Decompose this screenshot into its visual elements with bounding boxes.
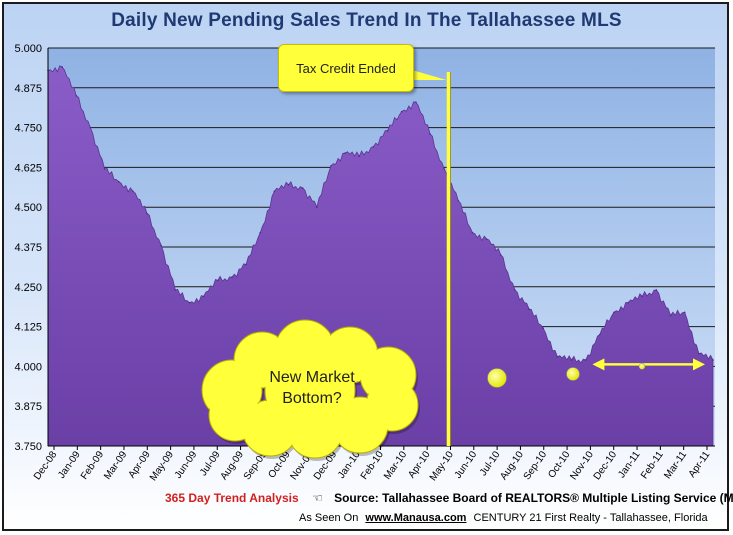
data-point	[429, 133, 431, 135]
y-tick-label: 4.750	[14, 123, 42, 135]
cloud-callout-label: New Market Bottom?	[222, 367, 402, 409]
data-point	[655, 289, 658, 291]
data-point	[386, 129, 389, 132]
data-point	[174, 289, 177, 291]
data-point	[471, 231, 474, 234]
data-point	[146, 212, 148, 215]
data-point	[231, 276, 233, 279]
trail-dot-medium	[566, 367, 580, 381]
x-tick-label: Feb-11	[639, 449, 666, 481]
tax-credit-callout: Tax Credit Ended	[278, 44, 414, 92]
chart-title: Daily New Pending Sales Trend In The Tal…	[111, 10, 622, 31]
area-series	[47, 65, 714, 447]
x-tick-label: May-10	[428, 449, 456, 483]
y-tick-label: 4.500	[14, 202, 42, 214]
area-fill	[47, 65, 714, 447]
x-tick-label: Jun-10	[453, 449, 480, 481]
data-point	[712, 359, 714, 361]
data-point	[372, 145, 375, 148]
trend-analysis-label: 365 Day Trend Analysis	[165, 491, 299, 505]
data-point	[499, 254, 502, 256]
data-point	[89, 126, 92, 129]
data-point	[542, 327, 545, 329]
data-point	[627, 301, 629, 304]
y-tick-label: 4.125	[14, 322, 42, 334]
footer-source-line: 365 Day Trend Analysis ☜ Source: Tallaha…	[165, 491, 733, 505]
data-point	[669, 314, 672, 317]
x-tick-label: Sep-10	[522, 449, 550, 482]
y-tick-label: 3.875	[14, 401, 42, 413]
arrow-head-left	[592, 358, 605, 371]
company-text: CENTURY 21 First Realty - Tallahassee, F…	[473, 512, 708, 524]
data-point	[132, 190, 134, 193]
data-point	[443, 168, 445, 170]
data-point	[514, 289, 516, 291]
data-point	[117, 180, 120, 183]
x-tick-label: Mar-11	[662, 449, 689, 481]
data-point	[188, 301, 191, 304]
data-point	[584, 359, 587, 361]
data-point	[75, 94, 78, 97]
x-tick-label: Dec-10	[592, 449, 620, 482]
y-tick-label: 5.000	[14, 43, 42, 55]
x-tick-label: Mar-09	[102, 449, 129, 482]
data-point	[287, 184, 290, 186]
trail-dot-large	[487, 368, 507, 388]
annotations-layer	[201, 70, 705, 461]
trail-dot-small	[638, 363, 646, 370]
data-point	[415, 101, 417, 103]
x-tick-label: Feb-09	[79, 449, 106, 482]
y-tick-label: 3.750	[14, 441, 42, 453]
x-tick-label: Mar-10	[382, 449, 409, 482]
y-tick-label: 4.250	[14, 282, 42, 294]
data-point	[599, 333, 601, 336]
seen-on-label: As Seen On	[299, 512, 359, 524]
cloud-line-2: Bottom?	[282, 390, 342, 407]
data-point	[358, 155, 361, 158]
data-point	[683, 311, 686, 314]
data-point	[61, 66, 63, 68]
x-tick-label: Apr-11	[687, 449, 713, 480]
y-axis-ticks: 5.000 4.875 4.750 4.625 4.500 4.375 4.250 4.125…	[14, 43, 42, 453]
data-point	[103, 168, 106, 170]
data-point	[485, 238, 488, 240]
data-point	[330, 165, 332, 167]
data-point	[400, 110, 403, 113]
data-point	[641, 295, 644, 298]
data-point	[301, 187, 304, 189]
data-point	[570, 359, 573, 361]
data-point	[457, 200, 460, 202]
data-point	[160, 244, 162, 247]
y-tick-label: 4.875	[14, 83, 42, 95]
x-tick-label: May-09	[148, 449, 176, 483]
data-point	[245, 263, 247, 266]
data-point	[216, 279, 219, 282]
cloud-line-1: New Market	[269, 369, 355, 386]
cloud-callout	[201, 319, 420, 461]
arrow-head-right	[693, 358, 705, 371]
data-point	[273, 190, 276, 193]
callout-pointer	[412, 70, 447, 80]
data-point	[698, 352, 700, 355]
site-link[interactable]: www.Manausa.com	[365, 512, 467, 524]
pointing-hand-icon: ☜	[311, 491, 323, 505]
source-text: Source: Tallahassee Board of REALTORS® M…	[334, 491, 733, 505]
data-point	[613, 311, 615, 314]
data-point	[528, 308, 530, 310]
footer-seen-on-line: As Seen On www.Manausa.com CENTURY 21 Fi…	[299, 512, 708, 524]
x-tick-label: Jun-09	[173, 449, 200, 481]
data-point	[202, 295, 205, 298]
x-tick-label: Dec-08	[32, 449, 60, 482]
data-point	[556, 356, 559, 358]
data-point	[316, 206, 318, 208]
y-tick-label: 4.375	[14, 242, 42, 254]
data-point	[259, 231, 262, 234]
y-tick-label: 4.625	[14, 162, 42, 174]
data-point	[344, 152, 346, 154]
y-tick-label: 4.000	[14, 361, 42, 373]
